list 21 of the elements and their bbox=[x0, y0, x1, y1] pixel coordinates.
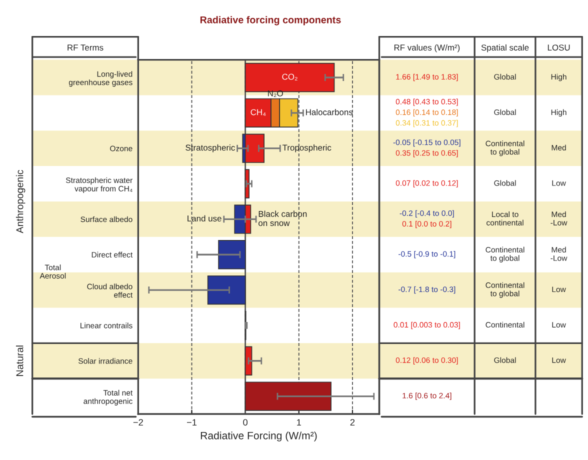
x-axis-title: Radiative Forcing (W/m²) bbox=[200, 432, 317, 442]
chart-title: Radiative forcing components bbox=[200, 16, 341, 26]
series-label: Halocarbons bbox=[306, 108, 353, 116]
x-tick-label: −2 bbox=[133, 419, 143, 426]
x-tick-label: −1 bbox=[186, 419, 197, 426]
text: Natural bbox=[16, 346, 24, 376]
x-tick-label: 1 bbox=[297, 419, 301, 426]
text: Spatial scale bbox=[481, 44, 529, 52]
text: RF values (W/m²) bbox=[394, 44, 460, 52]
series-label: Black carbon on snow bbox=[258, 210, 307, 226]
text: Tropospheric bbox=[282, 144, 332, 152]
text: Anthropogenic bbox=[16, 170, 26, 234]
text: RF Terms bbox=[68, 44, 104, 51]
series-label: CH₄ bbox=[250, 109, 266, 116]
x-tick-label: 2 bbox=[350, 419, 355, 426]
series-label: Stratospheric bbox=[186, 144, 235, 152]
series-label: CO₂ bbox=[282, 74, 298, 80]
text: LOSU bbox=[548, 44, 570, 51]
x-tick-label: 0 bbox=[243, 419, 248, 426]
series-label: Land use bbox=[188, 215, 222, 222]
series-label: N₂O bbox=[268, 90, 283, 98]
